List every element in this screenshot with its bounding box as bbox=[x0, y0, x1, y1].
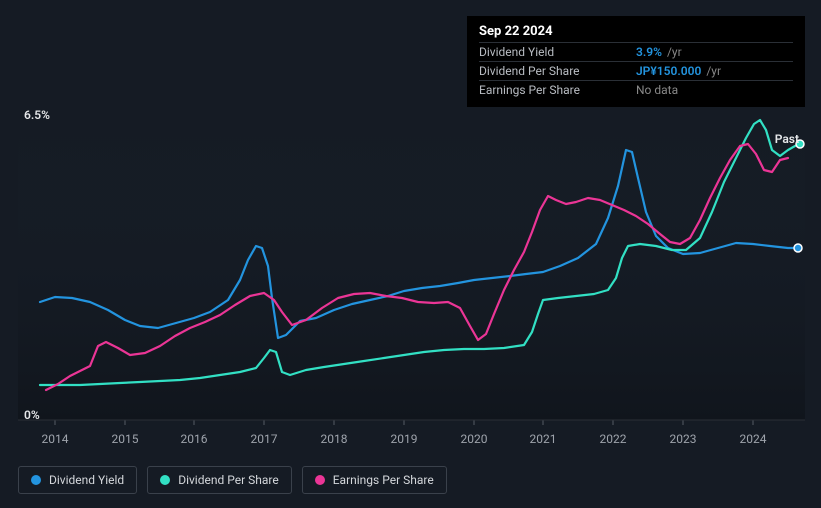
x-axis-label: 2024 bbox=[740, 432, 767, 446]
tooltip-key: Dividend Per Share bbox=[479, 64, 636, 78]
x-axis-label: 2023 bbox=[670, 432, 697, 446]
legend-swatch bbox=[31, 475, 41, 485]
x-axis-label: 2022 bbox=[600, 432, 627, 446]
tooltip-value: 3.9% /yr bbox=[636, 45, 793, 59]
tooltip-rows: Dividend Yield3.9% /yrDividend Per Share… bbox=[479, 42, 793, 99]
tooltip-date: Sep 22 2024 bbox=[479, 24, 793, 42]
tooltip-row: Earnings Per ShareNo data bbox=[479, 80, 793, 99]
tooltip-value: No data bbox=[636, 83, 793, 97]
legend-item[interactable]: Dividend Per Share bbox=[147, 466, 292, 494]
x-axis-label: 2015 bbox=[112, 432, 139, 446]
series-end-marker bbox=[794, 244, 802, 252]
y-axis-max-label: 6.5% bbox=[24, 108, 50, 122]
legend-label: Dividend Yield bbox=[49, 473, 124, 487]
legend-label: Earnings Per Share bbox=[333, 473, 434, 487]
x-axis-label: 2021 bbox=[530, 432, 557, 446]
tooltip-key: Earnings Per Share bbox=[479, 83, 636, 97]
legend: Dividend Yield Dividend Per Share Earnings… bbox=[18, 466, 447, 494]
x-axis-labels: 2014 2015 2016 2017 2018 2019 2020 2021 2022 2023… bbox=[0, 432, 821, 452]
legend-label: Dividend Per Share bbox=[178, 473, 279, 487]
x-axis-label: 2017 bbox=[251, 432, 278, 446]
x-axis-label: 2014 bbox=[42, 432, 69, 446]
tooltip-key: Dividend Yield bbox=[479, 45, 636, 59]
tooltip: Sep 22 2024 Dividend Yield3.9% /yrDivide… bbox=[467, 16, 805, 107]
legend-item[interactable]: Dividend Yield bbox=[18, 466, 137, 494]
legend-swatch bbox=[160, 475, 170, 485]
y-axis-min-label: 0% bbox=[24, 408, 40, 422]
x-axis-label: 2019 bbox=[391, 432, 418, 446]
tooltip-row: Dividend Per ShareJP¥150.000 /yr bbox=[479, 61, 793, 80]
legend-item[interactable]: Earnings Per Share bbox=[302, 466, 447, 494]
past-label: Past bbox=[775, 132, 799, 146]
x-axis-label: 2016 bbox=[181, 432, 208, 446]
legend-swatch bbox=[315, 475, 325, 485]
tooltip-row: Dividend Yield3.9% /yr bbox=[479, 42, 793, 61]
tooltip-value: JP¥150.000 /yr bbox=[636, 64, 793, 78]
x-axis-label: 2020 bbox=[461, 432, 488, 446]
x-axis-label: 2018 bbox=[321, 432, 348, 446]
